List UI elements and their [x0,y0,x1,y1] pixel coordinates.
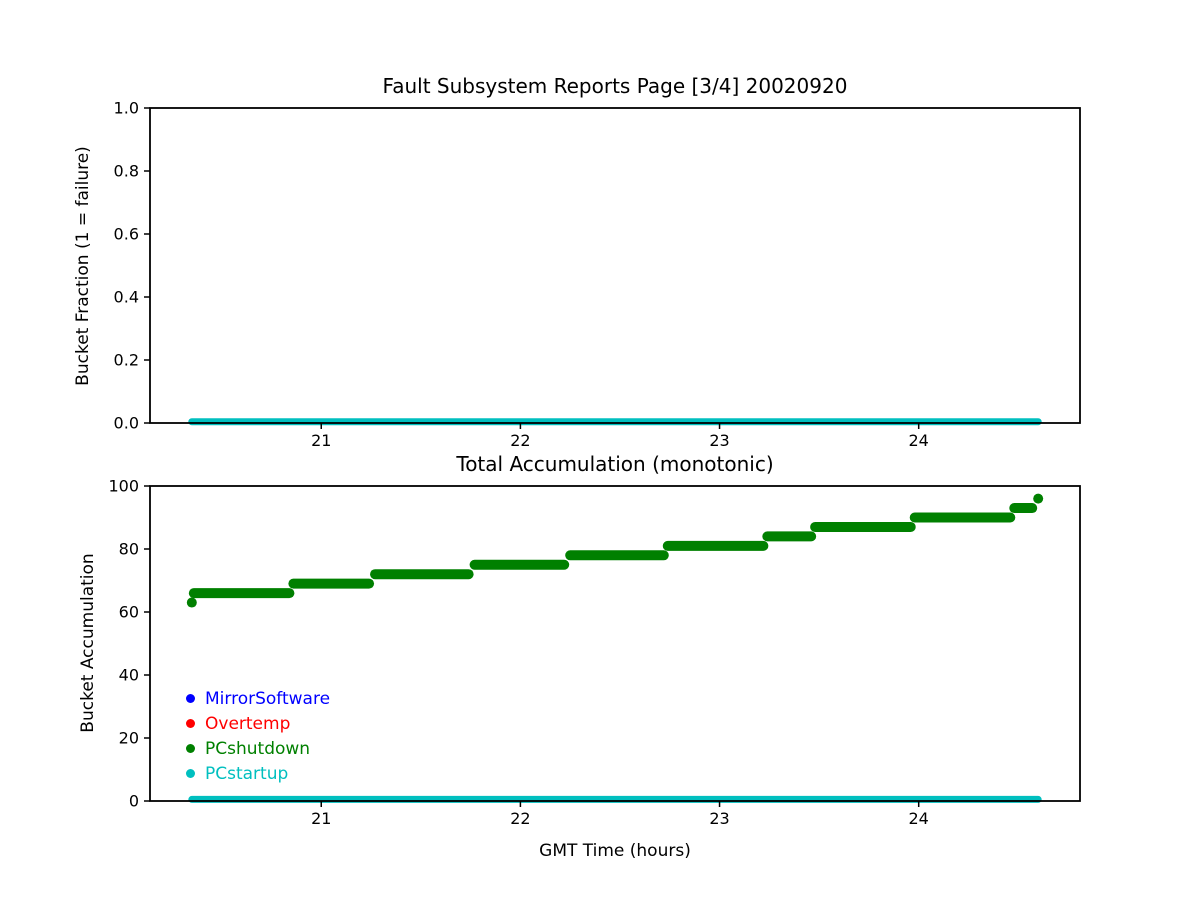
legend: MirrorSoftware Overtemp PCshutdown PCsta… [186,686,330,786]
legend-item: Overtemp [186,711,330,736]
y-tick-label: 60 [119,603,139,622]
y-tick-label: 0.8 [114,162,139,181]
legend-marker-icon [186,769,195,778]
legend-item: MirrorSoftware [186,686,330,711]
legend-marker-icon [186,719,195,728]
legend-item-label: PCshutdown [205,738,311,759]
y-tick-label: 20 [119,729,139,748]
axes-frame [149,107,1081,424]
x-tick-label: 22 [510,431,530,450]
x-tick-label: 24 [909,809,929,828]
axes-frame [149,485,1081,802]
legend-marker-icon [186,694,195,703]
y-tick-label: 40 [119,666,139,685]
series-point-PCshutdown [186,597,197,608]
y-tick-label: 100 [108,477,139,496]
y-axis-label-top: Bucket Fraction (1 = failure) [73,146,93,386]
y-tick-label: 0 [129,792,139,811]
y-tick-label: 0.4 [114,288,139,307]
y-tick-label: 0.6 [114,225,139,244]
chart-title-bottom: Total Accumulation (monotonic) [456,452,774,476]
legend-item-label: PCstartup [205,763,289,784]
chart-title-top: Fault Subsystem Reports Page [3/4] 20020… [382,74,848,98]
x-tick-label: 23 [709,431,729,450]
legend-marker-icon [186,744,195,753]
series-point-PCshutdown [1033,493,1044,504]
x-tick-label: 24 [909,431,929,450]
y-tick-label: 0.2 [114,351,139,370]
x-tick-label: 21 [311,431,331,450]
y-tick-label: 1.0 [114,99,139,118]
y-tick-label: 0.0 [114,414,139,433]
x-tick-label: 23 [709,809,729,828]
x-tick-label: 21 [311,809,331,828]
legend-item-label: MirrorSoftware [205,688,331,709]
x-tick-label: 22 [510,809,530,828]
legend-item: PCstartup [186,761,330,786]
legend-item-label: Overtemp [205,713,291,734]
legend-item: PCshutdown [186,736,330,761]
y-axis-label-bottom: Bucket Accumulation [78,553,98,733]
y-tick-label: 80 [119,540,139,559]
x-axis-label: GMT Time (hours) [539,841,691,861]
